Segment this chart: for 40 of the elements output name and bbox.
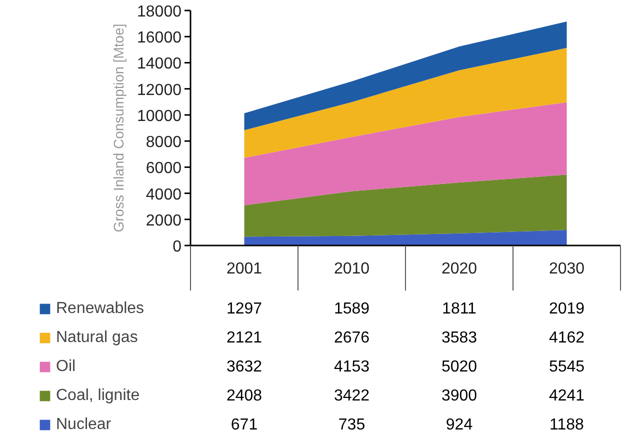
data-label: 924 — [446, 416, 473, 434]
y-tick-label: 16000 — [137, 30, 182, 47]
data-label: 671 — [230, 416, 258, 434]
y-tick-label: 12000 — [137, 82, 182, 99]
y-tick-label: 0 — [172, 238, 182, 256]
data-label: 4153 — [334, 358, 370, 376]
data-label: 3900 — [441, 388, 478, 404]
data-label: 2408 — [226, 388, 262, 404]
legend-label: Natural gas — [56, 328, 138, 348]
legend-label: Renewables — [56, 298, 144, 318]
x-tick-label: 2010 — [334, 260, 370, 278]
data-label: 3422 — [334, 388, 370, 404]
data-label: 1589 — [334, 300, 370, 318]
y-tick-label: 4000 — [146, 186, 182, 204]
data-label: 1297 — [226, 300, 262, 318]
data-label: 2121 — [226, 330, 262, 346]
data-label: 3632 — [226, 358, 262, 376]
data-label: 2676 — [334, 330, 370, 346]
data-label: 1811 — [442, 300, 477, 318]
legend-label: Nuclear — [56, 414, 112, 434]
data-label: 5020 — [441, 358, 478, 376]
y-axis-title: Gross Inland Consumption [Mtoe] — [110, 24, 126, 232]
data-label: 3583 — [441, 330, 478, 346]
data-label: 4241 — [548, 388, 585, 404]
y-tick-label: 18000 — [137, 4, 182, 20]
y-tick-label: 14000 — [137, 56, 182, 73]
x-tick-label: 2030 — [548, 260, 585, 278]
x-tick-label: 2001 — [226, 260, 262, 278]
y-tick-label: 10000 — [137, 108, 182, 125]
y-tick-label: 2000 — [146, 212, 182, 230]
y-tick-label: 8000 — [146, 134, 182, 152]
y-tick-label: 6000 — [146, 160, 182, 178]
legend-label: Oil — [56, 356, 76, 376]
data-label: 735 — [338, 416, 366, 434]
data-label: 1188 — [550, 416, 584, 434]
data-label: 2019 — [548, 300, 585, 318]
legend-label: Coal, lignite — [56, 386, 140, 406]
data-label: 5545 — [548, 358, 585, 376]
data-label: 4162 — [548, 330, 585, 346]
x-tick-label: 2020 — [441, 260, 478, 278]
